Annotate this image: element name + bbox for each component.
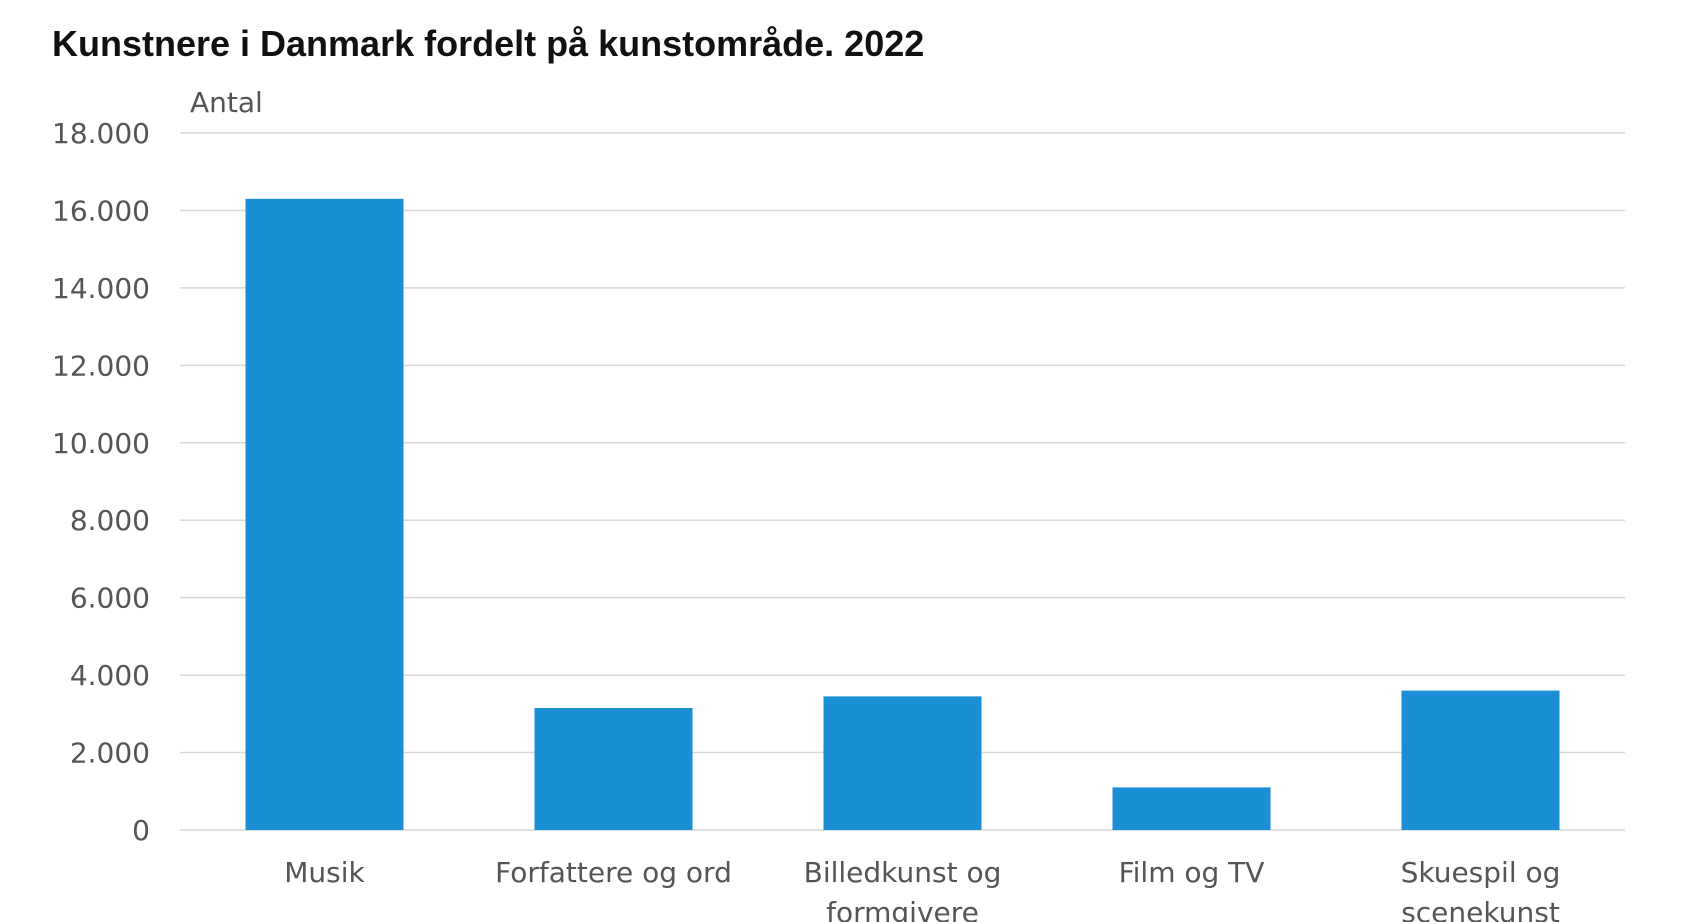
y-axis-ticks: 0 2.000 4.000 6.000 8.000 10.000 12.000 14.000 1… xyxy=(52,117,150,847)
bar xyxy=(823,696,982,830)
x-category-label-line: Skuespil og xyxy=(1401,856,1561,889)
x-category-label: Forfattere og ord xyxy=(495,856,732,889)
gridlines xyxy=(180,132,1625,831)
y-tick-label: 18.000 xyxy=(52,117,150,150)
x-category-label-line: Film og TV xyxy=(1119,856,1265,889)
x-category-label: Skuespil og scenekunst xyxy=(1401,856,1561,922)
x-category-label: Film og TV xyxy=(1119,856,1265,889)
y-tick-label: 2.000 xyxy=(70,737,150,770)
y-tick-label: 8.000 xyxy=(70,504,150,537)
x-category-label-line: formgivere xyxy=(826,896,979,922)
y-tick-label: 12.000 xyxy=(52,349,150,382)
y-tick-label: 14.000 xyxy=(52,272,150,305)
bar xyxy=(1112,787,1271,830)
x-category-label-line: Billedkunst og xyxy=(804,856,1002,889)
x-axis-categories: Musik Forfattere og ord Billedkunst og form… xyxy=(284,856,1560,922)
bar xyxy=(245,198,404,831)
bars xyxy=(245,198,1560,831)
bar xyxy=(1401,690,1560,830)
y-tick-label: 0 xyxy=(132,814,150,847)
y-tick-label: 16.000 xyxy=(52,194,150,227)
x-category-label: Musik xyxy=(284,856,365,889)
y-tick-label: 10.000 xyxy=(52,427,150,460)
chart-title: Kunstnere i Danmark fordelt på kunstområ… xyxy=(52,23,924,64)
bar xyxy=(534,708,693,830)
x-category-label-line: scenekunst xyxy=(1401,896,1560,922)
y-axis-label: Antal xyxy=(190,86,263,119)
y-tick-label: 4.000 xyxy=(70,659,150,692)
y-tick-label: 6.000 xyxy=(70,582,150,615)
x-category-label: Billedkunst og formgivere xyxy=(804,856,1002,922)
x-category-label-line: Forfattere og ord xyxy=(495,856,732,889)
x-category-label-line: Musik xyxy=(284,856,365,889)
